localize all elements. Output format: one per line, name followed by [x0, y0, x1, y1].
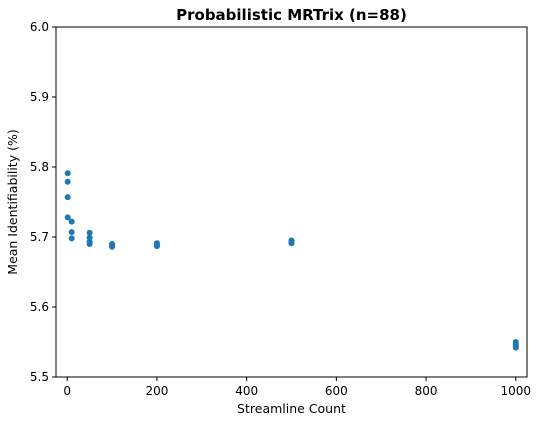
y-axis: 5.5 5.6 5.7 5.8 5.9 6.0 — [30, 20, 56, 384]
chart-title: Probabilistic MRTrix (n=88) — [176, 6, 407, 24]
x-tick-label: 1000 — [501, 384, 532, 398]
data-point — [512, 344, 519, 351]
data-point — [109, 243, 116, 250]
data-point — [86, 234, 93, 241]
y-tick-label: 5.6 — [30, 300, 49, 314]
y-tick-label: 6.0 — [30, 20, 49, 34]
data-point — [288, 240, 295, 247]
x-tick-label: 0 — [63, 384, 71, 398]
data-point — [64, 170, 71, 177]
data-point — [68, 235, 75, 242]
data-point — [68, 218, 75, 225]
x-tick-label: 400 — [235, 384, 258, 398]
x-tick-label: 200 — [145, 384, 168, 398]
data-point — [68, 229, 75, 236]
data-point — [86, 229, 93, 236]
x-tick-label: 800 — [415, 384, 438, 398]
plot-frame — [55, 26, 528, 378]
y-axis-label: Mean Identifiability (%) — [5, 129, 20, 274]
plot-area: 0 200 400 600 800 1000 5.5 5.6 5.7 5.8 5.9 6.0 — [30, 20, 531, 398]
y-tick-label: 5.8 — [30, 160, 49, 174]
x-tick-label: 600 — [325, 384, 348, 398]
data-points — [64, 170, 519, 351]
data-point — [153, 243, 160, 250]
data-point — [86, 241, 93, 247]
y-tick-label: 5.7 — [30, 230, 49, 244]
data-point — [64, 214, 71, 221]
y-tick-label: 5.5 — [30, 370, 49, 384]
data-point — [64, 178, 71, 185]
data-point — [64, 194, 71, 201]
y-tick-label: 5.9 — [30, 90, 49, 104]
x-axis-label: Streamline Count — [237, 401, 346, 416]
x-axis: 0 200 400 600 800 1000 — [63, 377, 531, 398]
